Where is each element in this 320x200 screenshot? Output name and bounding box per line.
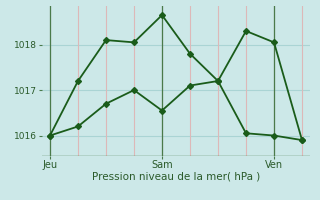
X-axis label: Pression niveau de la mer( hPa ): Pression niveau de la mer( hPa ) (92, 172, 260, 182)
